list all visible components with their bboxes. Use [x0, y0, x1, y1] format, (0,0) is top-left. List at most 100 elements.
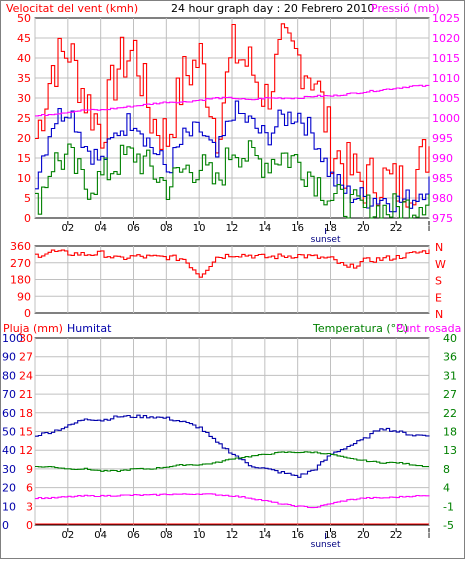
x-tick-label: 12 [226, 223, 239, 234]
x-tick-label: 22 [390, 223, 403, 234]
temperature-y-tick-label: 4 [443, 482, 450, 495]
x-tick-label: 12 [226, 530, 239, 541]
compass-label: N [435, 241, 443, 254]
temperature-y-tick-label: 18 [443, 426, 457, 439]
wind-y-tick-label: 20 [17, 132, 31, 145]
x-tick-label: 20 [357, 223, 370, 234]
humidity-y-tick-label: 40 [2, 444, 16, 457]
pressure-y-tick-label: 995 [432, 132, 453, 145]
x-tick-label: 06 [127, 223, 140, 234]
wind-y-tick-label: 40 [17, 52, 31, 65]
wind-pressure-panel: 0510152025303540455097598098599099510001… [17, 12, 460, 245]
series-pressure [35, 84, 430, 117]
wind-y-tick-label: 30 [17, 92, 31, 105]
series-dewpoint [35, 493, 430, 509]
x-tick-label: 06 [127, 530, 140, 541]
x-tick-label: i [428, 223, 431, 234]
pressure-y-tick-label: 980 [432, 192, 453, 205]
rain-y-tick-label: 30 [19, 332, 33, 345]
temperature-y-tick-label: 8 [443, 463, 450, 476]
direction-y-tick-label: 270 [10, 257, 31, 270]
humidity-y-tick-label: 0 [2, 519, 9, 532]
wind-y-tick-label: 45 [17, 32, 31, 45]
temperature-y-tick-label: 27 [443, 388, 457, 401]
wind-y-tick-label: 50 [17, 12, 31, 25]
x-tick-label: 04 [94, 223, 107, 234]
temperature-y-tick-label: 13 [443, 444, 457, 457]
rain-y-tick-label: 3 [26, 500, 33, 513]
pressure-y-tick-label: 1020 [432, 32, 460, 45]
humidity-y-tick-label: 60 [2, 407, 16, 420]
wind-y-tick-label: 15 [17, 152, 31, 165]
rain-y-tick-label: 9 [26, 463, 33, 476]
humidity-y-tick-label: 90 [2, 351, 16, 364]
temperature-axis-label: Temperatura (°C) [312, 322, 408, 335]
pressure-y-tick-label: 1000 [432, 112, 460, 125]
direction-y-tick-label: 90 [17, 290, 31, 303]
pressure-y-tick-label: 975 [432, 212, 453, 225]
x-tick-label: 16 [291, 223, 304, 234]
rain-axis-label: Pluja (mm) [3, 322, 63, 335]
series-avg [35, 100, 430, 213]
temperature-y-tick-label: 36 [443, 351, 457, 364]
wind-axis-label: Velocitat del vent (kmh) [6, 2, 138, 15]
temperature-y-tick-label: -1 [443, 500, 454, 513]
humidity-y-tick-label: 50 [2, 426, 16, 439]
x-tick-label: 14 [258, 530, 271, 541]
rain-y-tick-label: 24 [19, 369, 33, 382]
compass-label: N [435, 308, 443, 321]
humidity-y-tick-label: 20 [2, 482, 16, 495]
compass-label: E [435, 291, 442, 304]
humidity-y-tick-label: 70 [2, 388, 16, 401]
pressure-y-tick-label: 1025 [432, 12, 460, 25]
x-tick-label: 20 [357, 530, 370, 541]
wind-y-tick-label: 0 [24, 212, 31, 225]
sunset-label: sunset [311, 540, 341, 550]
wind-y-tick-label: 10 [17, 172, 31, 185]
chart-title: 24 hour graph day : 20 Febrero 2010 [171, 2, 374, 15]
x-tick-label: 22 [390, 530, 403, 541]
temperature-y-tick-label: 31 [443, 369, 457, 382]
x-tick-label: 18 [324, 530, 337, 541]
direction-y-tick-label: 0 [24, 307, 31, 320]
humidity-y-tick-label: 80 [2, 369, 16, 382]
direction-y-tick-label: 360 [10, 240, 31, 253]
x-tick-label: 10 [193, 530, 206, 541]
rain-y-tick-label: 12 [19, 444, 33, 457]
compass-label: S [435, 275, 442, 288]
sunset-label: sunset [311, 235, 341, 245]
x-tick-label: 02 [61, 223, 74, 234]
compass-label: W [435, 258, 446, 271]
pressure-y-tick-label: 1005 [432, 92, 460, 105]
series-direction [35, 249, 430, 278]
rain-y-tick-label: 18 [19, 407, 33, 420]
series-min [35, 140, 430, 219]
wind-y-tick-label: 25 [17, 112, 31, 125]
rain-y-tick-label: 21 [19, 388, 33, 401]
series-temperature [35, 451, 429, 473]
x-tick-label: 08 [160, 530, 173, 541]
rain-y-tick-label: 27 [19, 351, 33, 364]
x-tick-label: 02 [61, 530, 74, 541]
direction-y-tick-label: 180 [10, 274, 31, 287]
humidity-axis-label: Humitat [67, 322, 112, 335]
pressure-axis-label: Pressió (mb) [371, 2, 440, 15]
humidity-y-tick-label: 30 [2, 463, 16, 476]
wind-y-tick-label: 35 [17, 72, 31, 85]
dewpoint-axis-label: Punt rosada [396, 322, 461, 335]
humidity-y-tick-label: 10 [2, 500, 16, 513]
x-tick-label: 08 [160, 223, 173, 234]
x-tick-label: 18 [324, 223, 337, 234]
series-humidity [35, 414, 430, 478]
humidity-y-tick-label: 100 [2, 332, 23, 345]
wind-y-tick-label: 5 [24, 192, 31, 205]
temperature-y-tick-label: -5 [443, 519, 454, 532]
humidity-temperature-panel: 0102030405060708090100036912151821242730… [2, 332, 457, 550]
pressure-y-tick-label: 990 [432, 152, 453, 165]
temperature-y-tick-label: 22 [443, 407, 457, 420]
x-tick-label: 04 [94, 530, 107, 541]
temperature-y-tick-label: 40 [443, 332, 457, 345]
pressure-y-tick-label: 1015 [432, 52, 460, 65]
